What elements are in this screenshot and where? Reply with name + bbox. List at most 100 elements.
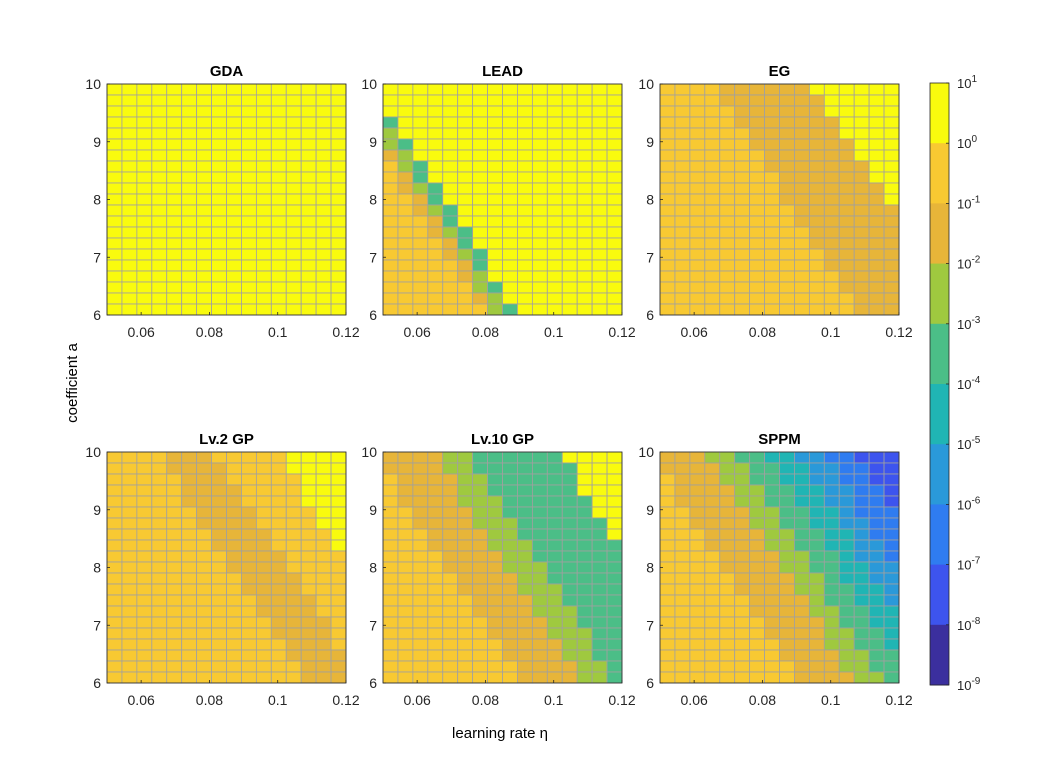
heatmap-cell bbox=[823, 105, 840, 118]
heatmap-cell bbox=[442, 517, 459, 530]
heatmap-cell bbox=[196, 605, 212, 618]
heatmap-cell bbox=[883, 583, 900, 596]
heatmap-cell bbox=[457, 248, 474, 261]
heatmap-cell bbox=[779, 270, 795, 283]
heatmap-cell bbox=[749, 583, 765, 596]
heatmap-cell bbox=[472, 171, 488, 184]
heatmap-cell bbox=[330, 149, 347, 162]
heatmap-cell bbox=[181, 215, 198, 228]
heatmap-cell bbox=[315, 116, 332, 129]
heatmap-cell bbox=[151, 616, 168, 629]
heatmap-cell bbox=[734, 671, 751, 684]
x-tick-label: 0.12 bbox=[332, 692, 359, 708]
heatmap-cell bbox=[689, 539, 706, 552]
heatmap-cell bbox=[472, 506, 488, 519]
heatmap-cell bbox=[606, 660, 623, 673]
heatmap-cell bbox=[241, 528, 257, 541]
heatmap-cell bbox=[427, 539, 444, 552]
heatmap-cell bbox=[853, 594, 870, 607]
heatmap-cell bbox=[808, 517, 825, 530]
heatmap-cell bbox=[330, 484, 347, 497]
heatmap-cell bbox=[674, 292, 691, 305]
heatmap-cell bbox=[674, 451, 691, 464]
heatmap-cell bbox=[808, 204, 825, 217]
heatmap-cell bbox=[412, 193, 429, 206]
heatmap-cell bbox=[779, 171, 795, 184]
heatmap-cell bbox=[106, 160, 123, 173]
y-tick-label: 10 bbox=[638, 76, 654, 92]
heatmap-cell bbox=[576, 649, 593, 662]
heatmap-cell bbox=[255, 226, 272, 239]
colorbar-tick-label: 101 bbox=[957, 74, 977, 91]
heatmap-cell bbox=[382, 204, 399, 217]
heatmap-cell bbox=[136, 583, 153, 596]
heatmap-cell bbox=[241, 215, 257, 228]
heatmap-cell bbox=[659, 671, 676, 684]
heatmap-cell bbox=[689, 226, 706, 239]
heatmap-cell bbox=[196, 495, 212, 508]
y-tick-label: 7 bbox=[369, 249, 377, 265]
heatmap-cell bbox=[270, 539, 287, 552]
heatmap-cell bbox=[270, 105, 287, 118]
heatmap-cell bbox=[487, 83, 503, 96]
heatmap-cell bbox=[883, 528, 900, 541]
heatmap-cell bbox=[674, 193, 691, 206]
heatmap-cell bbox=[838, 204, 855, 217]
heatmap-cell bbox=[719, 539, 736, 552]
heatmap-cell bbox=[472, 572, 488, 585]
heatmap-cell bbox=[779, 83, 795, 96]
heatmap-cell bbox=[442, 303, 459, 316]
colorbar-band bbox=[930, 564, 949, 626]
heatmap-cell bbox=[472, 660, 488, 673]
heatmap-cell bbox=[315, 671, 332, 684]
heatmap-cell bbox=[472, 616, 488, 629]
heatmap-cell bbox=[576, 572, 593, 585]
heatmap-cell bbox=[255, 495, 272, 508]
heatmap-cell bbox=[823, 594, 840, 607]
heatmap-cell bbox=[853, 561, 870, 574]
heatmap-cell bbox=[442, 116, 459, 129]
heatmap-cell bbox=[734, 506, 751, 519]
heatmap-cell bbox=[382, 94, 399, 107]
heatmap-cell bbox=[241, 116, 257, 129]
heatmap-cell bbox=[576, 671, 593, 684]
heatmap-cell bbox=[853, 517, 870, 530]
heatmap-cell bbox=[285, 149, 302, 162]
heatmap-cell bbox=[689, 495, 706, 508]
heatmap-cell bbox=[764, 627, 780, 640]
heatmap-cell bbox=[330, 572, 347, 585]
heatmap-cell bbox=[472, 83, 488, 96]
heatmap-cell bbox=[591, 627, 608, 640]
heatmap-cell bbox=[457, 495, 474, 508]
heatmap-cell bbox=[181, 550, 198, 563]
heatmap-cell bbox=[442, 270, 459, 283]
heatmap-cell bbox=[779, 473, 795, 486]
heatmap-cell bbox=[382, 182, 399, 195]
heatmap-cell bbox=[591, 105, 608, 118]
heatmap-cell bbox=[270, 281, 287, 294]
heatmap-cell bbox=[442, 484, 459, 497]
heatmap-cell bbox=[427, 215, 444, 228]
heatmap-cell bbox=[764, 138, 780, 151]
heatmap-cell bbox=[808, 292, 825, 305]
heatmap-cell bbox=[285, 539, 302, 552]
heatmap-cell bbox=[151, 116, 168, 129]
heatmap-cell bbox=[181, 671, 198, 684]
heatmap-cell bbox=[255, 605, 272, 618]
heatmap-cell bbox=[823, 303, 840, 316]
x-tick-label: 0.12 bbox=[332, 324, 359, 340]
heatmap-cell bbox=[166, 94, 183, 107]
heatmap-cell bbox=[121, 572, 138, 585]
heatmap-cell bbox=[412, 484, 429, 497]
heatmap-cell bbox=[382, 638, 399, 651]
heatmap-cell bbox=[472, 94, 488, 107]
heatmap-cell bbox=[764, 583, 780, 596]
heatmap-cell bbox=[749, 616, 765, 629]
heatmap-cell bbox=[749, 94, 765, 107]
heatmap-cell bbox=[517, 160, 533, 173]
heatmap-cell bbox=[853, 204, 870, 217]
heatmap-cell bbox=[427, 237, 444, 250]
heatmap-cell bbox=[674, 462, 691, 475]
heatmap-cell bbox=[472, 561, 488, 574]
